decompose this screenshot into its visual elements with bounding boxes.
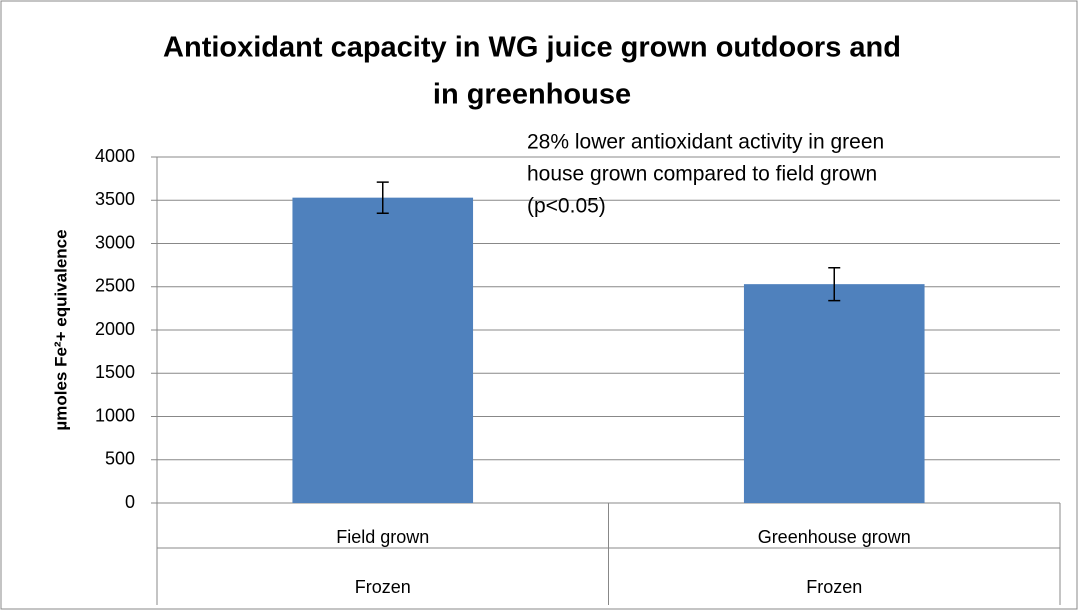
y-tick-label: 500: [105, 449, 135, 469]
y-tick-label: 3000: [95, 232, 135, 252]
y-axis-label: µmoles Fe²+ equivalence: [51, 229, 70, 430]
y-tick-label: 4000: [95, 146, 135, 166]
y-tick-label: 0: [125, 492, 135, 512]
bar: [743, 284, 925, 503]
annotation: 28% lower antioxidant activity in green: [527, 131, 884, 154]
y-tick-label: 3500: [95, 189, 135, 209]
chart-title: in greenhouse: [433, 79, 631, 111]
x-tick-label: Field grown: [336, 527, 429, 547]
y-tick-label: 1000: [95, 405, 135, 425]
y-tick-label: 2500: [95, 276, 135, 296]
bar: [292, 197, 474, 503]
y-tick-label: 2000: [95, 319, 135, 339]
chart-title: Antioxidant capacity in WG juice grown o…: [163, 32, 901, 64]
annotation: house grown compared to field grown: [527, 163, 877, 186]
x-group-label: Frozen: [355, 577, 411, 597]
x-tick-label: Greenhouse grown: [758, 527, 911, 547]
annotation: (p<0.05): [527, 195, 606, 218]
error-bar: [376, 181, 389, 214]
y-tick-label: 1500: [95, 362, 135, 382]
error-bar: [828, 266, 841, 302]
x-group-label: Frozen: [806, 577, 862, 597]
